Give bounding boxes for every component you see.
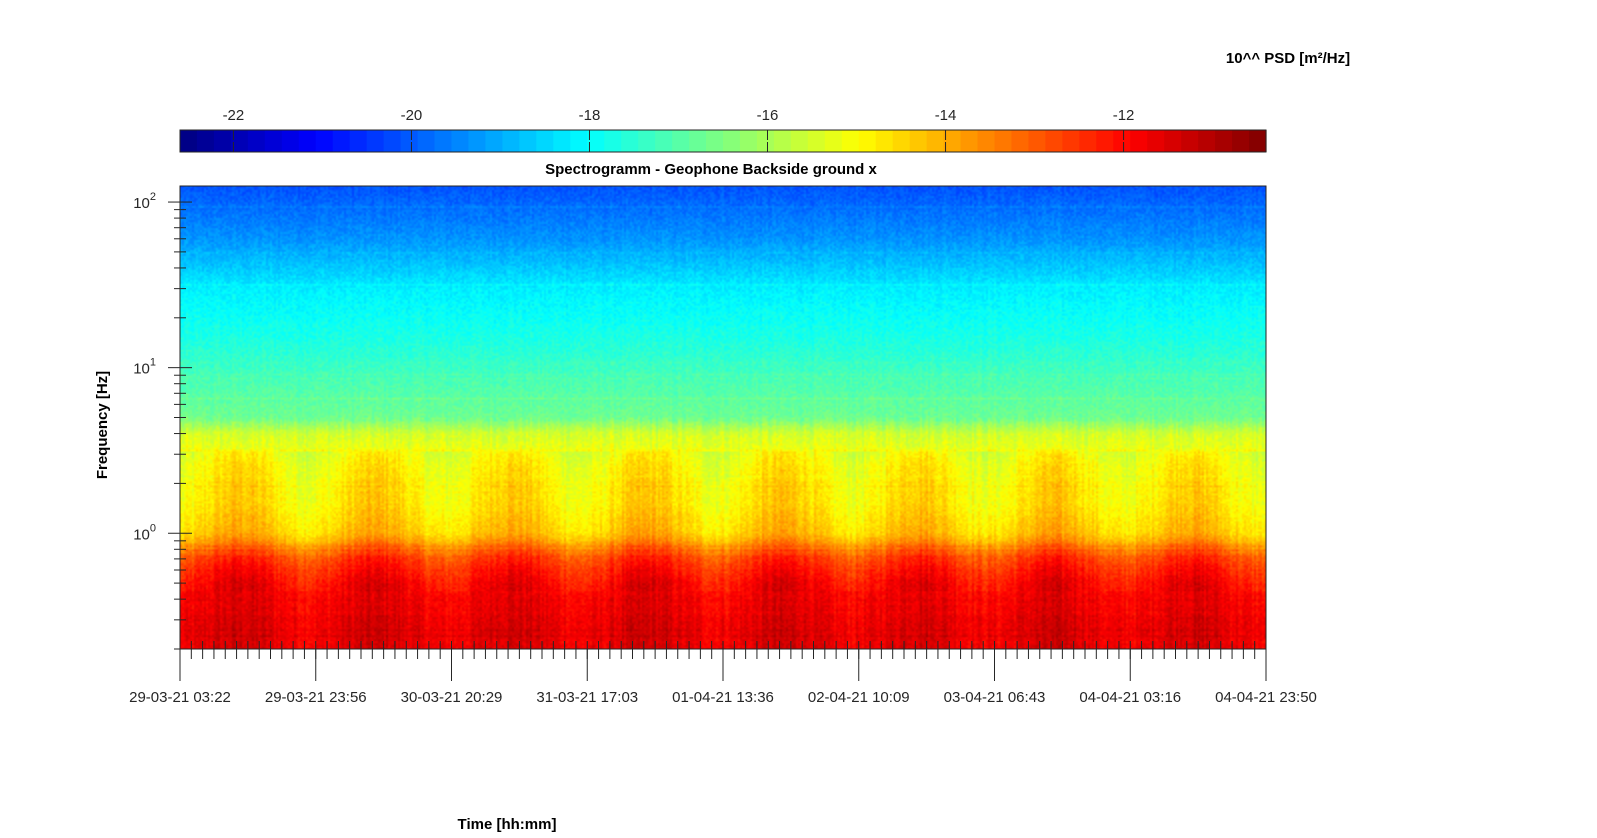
colorbar-segment bbox=[1215, 130, 1233, 152]
y-tick-label: 102 bbox=[133, 191, 156, 212]
colorbar-segment bbox=[264, 130, 283, 152]
colorbar-segment bbox=[247, 130, 266, 152]
colorbar-segment bbox=[1028, 130, 1047, 152]
colorbar-segment bbox=[1113, 130, 1131, 152]
colorbar-segment bbox=[892, 130, 911, 152]
colorbar-segment bbox=[587, 130, 605, 152]
x-tick-label: 02-04-21 10:09 bbox=[808, 689, 910, 706]
colorbar-segment bbox=[994, 130, 1013, 152]
x-tick-label: 04-04-21 03:16 bbox=[1079, 689, 1181, 706]
colorbar-segment bbox=[366, 130, 385, 152]
colorbar-segment bbox=[756, 130, 775, 152]
x-axis: 29-03-21 03:22 29-03-21 23:56 30-03-21 20:… bbox=[129, 641, 1317, 706]
colorbar-segment bbox=[213, 130, 232, 152]
colorbar-tick-label: -12 bbox=[1113, 107, 1135, 124]
colorbar-segment bbox=[315, 130, 334, 152]
colorbar-segment bbox=[807, 130, 826, 152]
colorbar-segment bbox=[434, 130, 453, 152]
colorbar-segment bbox=[604, 130, 622, 152]
colorbar-segment bbox=[519, 130, 537, 152]
x-tick-label: 30-03-21 20:29 bbox=[401, 689, 503, 706]
colorbar-segment bbox=[638, 130, 656, 152]
chart-title: Spectrogramm - Geophone Backside ground … bbox=[545, 161, 877, 178]
colorbar-segment bbox=[723, 130, 741, 152]
colorbar-segment bbox=[1181, 130, 1199, 152]
y-axis: 100 101 102 bbox=[133, 191, 192, 650]
colorbar-tick-label: -16 bbox=[757, 107, 779, 124]
y-tick-label: 100 bbox=[133, 522, 156, 543]
x-tick-label: 29-03-21 03:22 bbox=[129, 689, 231, 706]
colorbar-segment bbox=[196, 130, 215, 152]
colorbar-segment bbox=[739, 130, 758, 152]
colorbar-segment bbox=[1198, 130, 1216, 152]
colorbar-segment bbox=[349, 130, 368, 152]
colorbar-segment bbox=[1232, 130, 1250, 152]
colorbar-segment bbox=[672, 130, 690, 152]
colorbar-segment bbox=[1249, 130, 1267, 152]
colorbar-segment bbox=[1062, 130, 1080, 152]
colorbar-segment bbox=[230, 130, 249, 152]
colorbar-segment bbox=[298, 130, 317, 152]
colorbar-segment bbox=[943, 130, 962, 152]
y-tick-label: 101 bbox=[133, 357, 156, 378]
colorbar-segment bbox=[400, 130, 419, 152]
colorbar-segment bbox=[383, 130, 402, 152]
colorbar-segment bbox=[790, 130, 809, 152]
colorbar-segment bbox=[926, 130, 945, 152]
colorbar-segment bbox=[977, 130, 996, 152]
colorbar-tick-label: -18 bbox=[579, 107, 601, 124]
colorbar-segment bbox=[553, 130, 571, 152]
colorbar-segment bbox=[502, 130, 520, 152]
colorbar-segment bbox=[417, 130, 436, 152]
colorbar-segment bbox=[1079, 130, 1097, 152]
colorbar-segment bbox=[621, 130, 639, 152]
colorbar-segment bbox=[1045, 130, 1063, 152]
colorbar-segment bbox=[960, 130, 979, 152]
colorbar-segment bbox=[1096, 130, 1114, 152]
colorbar-segment bbox=[706, 130, 724, 152]
colorbar-segment bbox=[841, 130, 860, 152]
colorbar-segment bbox=[332, 130, 351, 152]
colorbar-segment bbox=[773, 130, 792, 152]
colorbar-segment bbox=[909, 130, 928, 152]
colorbar-segment bbox=[1164, 130, 1182, 152]
colorbar-segment bbox=[1147, 130, 1165, 152]
colorbar-frame bbox=[179, 129, 1267, 153]
spectrogram-plot-area bbox=[179, 185, 1267, 650]
colorbar-segment bbox=[655, 130, 673, 152]
x-tick-label: 29-03-21 23:56 bbox=[265, 689, 367, 706]
x-tick-label: 03-04-21 06:43 bbox=[944, 689, 1046, 706]
colorbar-segment bbox=[281, 130, 300, 152]
colorbar-segment bbox=[824, 130, 843, 152]
colorbar bbox=[179, 129, 1267, 153]
colorbar-tick-label: -14 bbox=[935, 107, 957, 124]
colorbar-label: 10^^ PSD [m²/Hz] bbox=[1226, 50, 1350, 67]
colorbar-segment bbox=[536, 130, 554, 152]
colorbar-segment bbox=[858, 130, 877, 152]
colorbar-ticks: -22 -20 -18 -16 -14 -12 bbox=[223, 107, 1135, 152]
y-axis-label: Frequency [Hz] bbox=[94, 371, 111, 479]
colorbar-segment bbox=[1011, 130, 1030, 152]
x-tick-label: 01-04-21 13:36 bbox=[672, 689, 774, 706]
colorbar-segment bbox=[689, 130, 707, 152]
colorbar-segment bbox=[1130, 130, 1148, 152]
colorbar-segment bbox=[485, 130, 504, 152]
colorbar-segment bbox=[451, 130, 470, 152]
x-tick-label: 04-04-21 23:50 bbox=[1215, 689, 1317, 706]
colorbar-segment bbox=[570, 130, 588, 152]
colorbar-segment bbox=[180, 130, 198, 152]
x-tick-label: 31-03-21 17:03 bbox=[536, 689, 638, 706]
colorbar-segment bbox=[468, 130, 487, 152]
colorbar-tick-label: -20 bbox=[401, 107, 423, 124]
spectrogram-heatmap bbox=[180, 186, 1266, 649]
colorbar-segment bbox=[875, 130, 894, 152]
x-axis-label: Time [hh:mm] bbox=[458, 816, 557, 833]
colorbar-tick-label: -22 bbox=[223, 107, 245, 124]
